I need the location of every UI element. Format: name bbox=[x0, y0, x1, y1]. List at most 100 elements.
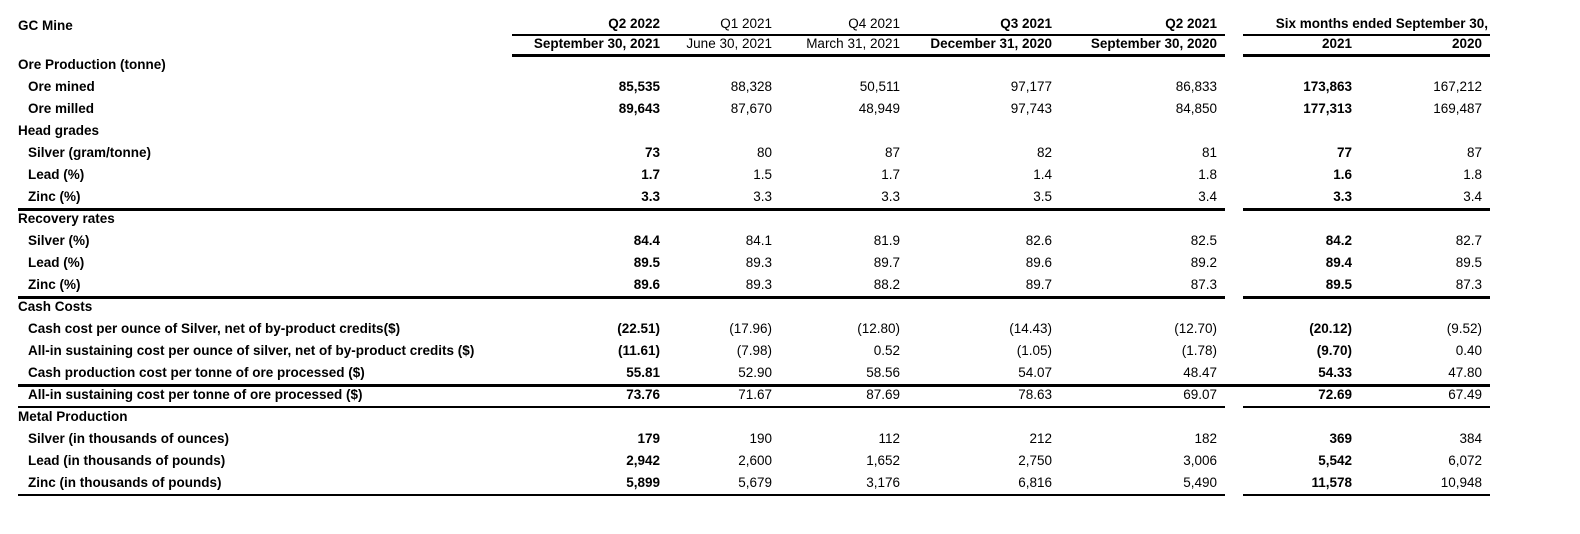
value-cell: 179 bbox=[637, 431, 660, 446]
value-cell: (17.96) bbox=[729, 321, 772, 336]
value-cell: 89.6 bbox=[1025, 255, 1052, 270]
row-label: Ore mined bbox=[28, 79, 95, 94]
row-label: Lead (in thousands of pounds) bbox=[28, 453, 226, 468]
data-row: Silver (in thousands of ounces) 179 190 112… bbox=[18, 428, 1490, 450]
data-row: Ore milled 89,643 87,670 48,949 97,743 84,850… bbox=[18, 98, 1490, 120]
value-cell: 97,743 bbox=[1010, 101, 1052, 116]
value-cell: 167,212 bbox=[1433, 79, 1482, 94]
value-cell: 112 bbox=[878, 431, 900, 446]
header-row-quarters: GC Mine Q2 2022 Q1 2021 Q4 2021 Q3 2021 … bbox=[18, 14, 1490, 36]
row-label: Silver (in thousands of ounces) bbox=[28, 431, 230, 446]
header-quarter-q2-2022: Q2 2022 bbox=[512, 14, 668, 36]
value-cell: 82 bbox=[1036, 145, 1052, 160]
value-cell: 73.76 bbox=[512, 384, 668, 408]
value-cell: 3.3 bbox=[780, 186, 908, 211]
section-label: Metal Production bbox=[18, 409, 128, 424]
section-label: Recovery rates bbox=[18, 211, 115, 226]
value-cell: 190 bbox=[749, 431, 772, 446]
value-cell: 69.07 bbox=[1060, 384, 1225, 408]
column-gap bbox=[1225, 384, 1243, 387]
value-cell: 1.7 bbox=[641, 167, 660, 182]
header-quarter-q3-2021: Q3 2021 bbox=[908, 14, 1060, 36]
value-cell: 54.07 bbox=[908, 362, 1060, 387]
header-quarter-q2-2021: Q2 2021 bbox=[1060, 14, 1225, 36]
section-row: Head grades bbox=[18, 120, 1490, 142]
value-cell: (9.52) bbox=[1446, 321, 1482, 336]
value-cell: 182 bbox=[1194, 431, 1217, 446]
value-cell: (11.61) bbox=[617, 343, 660, 358]
value-cell: 5,490 bbox=[1060, 472, 1225, 496]
value-cell: 1.5 bbox=[753, 167, 772, 182]
value-cell: 47.80 bbox=[1360, 362, 1490, 387]
value-cell: (14.43) bbox=[1009, 321, 1052, 336]
value-cell: 1.4 bbox=[1033, 167, 1052, 182]
value-cell: 173,863 bbox=[1303, 79, 1352, 94]
value-cell: 84.1 bbox=[745, 233, 772, 248]
value-cell: 48,949 bbox=[858, 101, 900, 116]
value-cell: 1.8 bbox=[1198, 167, 1217, 182]
value-cell: 2,942 bbox=[626, 453, 660, 468]
value-cell: 3.3 bbox=[668, 186, 780, 211]
header-quarter-q1-2021: Q1 2021 bbox=[668, 14, 780, 36]
value-cell: 2,750 bbox=[1018, 453, 1052, 468]
data-row: Zinc (in thousands of pounds) 5,899 5,679 3… bbox=[18, 472, 1490, 496]
value-cell: 87 bbox=[884, 145, 900, 160]
value-cell: 1.7 bbox=[881, 167, 900, 182]
value-cell: 89.3 bbox=[745, 255, 772, 270]
row-label: Lead (%) bbox=[28, 167, 85, 182]
section-row: Cash Costs bbox=[18, 296, 1490, 318]
value-cell: 87.3 bbox=[1360, 274, 1490, 299]
value-cell: (12.70) bbox=[1174, 321, 1217, 336]
value-cell: 84.4 bbox=[633, 233, 660, 248]
value-cell: 81 bbox=[1201, 145, 1217, 160]
value-cell: 84,850 bbox=[1175, 101, 1217, 116]
value-cell: 89.5 bbox=[1455, 255, 1482, 270]
table-title: GC Mine bbox=[18, 18, 73, 33]
value-cell: 86,833 bbox=[1175, 79, 1217, 94]
value-cell: 78.63 bbox=[908, 384, 1060, 408]
section-label: Ore Production (tonne) bbox=[18, 57, 166, 72]
value-cell: 80 bbox=[756, 145, 772, 160]
value-cell: 82.6 bbox=[1025, 233, 1052, 248]
row-label: Cash cost per ounce of Silver, net of by… bbox=[28, 321, 401, 336]
value-cell: 71.67 bbox=[668, 384, 780, 408]
value-cell: 89.7 bbox=[908, 274, 1060, 299]
row-label: Silver (gram/tonne) bbox=[28, 145, 152, 160]
value-cell: 97,177 bbox=[1010, 79, 1052, 94]
value-cell: 89.5 bbox=[633, 255, 660, 270]
value-cell: 177,313 bbox=[1303, 101, 1352, 116]
value-cell: 89.6 bbox=[512, 274, 668, 299]
value-cell: 3.4 bbox=[1360, 186, 1490, 211]
data-row: Silver (%) 84.4 84.1 81.9 82.6 82.5 84.2 82.7 bbox=[18, 230, 1490, 252]
row-label: Cash production cost per tonne of ore pr… bbox=[18, 362, 512, 387]
value-cell: 88.2 bbox=[780, 274, 908, 299]
value-cell: 5,899 bbox=[512, 472, 668, 496]
value-cell: 89.5 bbox=[1243, 274, 1360, 299]
value-cell: 0.40 bbox=[1455, 343, 1482, 358]
value-cell: 3,006 bbox=[1183, 453, 1217, 468]
value-cell: 0.52 bbox=[873, 343, 900, 358]
row-label: Lead (%) bbox=[28, 255, 85, 270]
row-label: Zinc (%) bbox=[18, 274, 512, 299]
value-cell: 67.49 bbox=[1360, 384, 1490, 408]
row-label: Ore milled bbox=[28, 101, 95, 116]
header-row-dates: September 30, 2021 June 30, 2021 March 3… bbox=[18, 34, 1490, 57]
header-date-dec-31-2020: December 31, 2020 bbox=[908, 34, 1060, 57]
value-cell: 5,542 bbox=[1318, 453, 1352, 468]
value-cell: 89.3 bbox=[668, 274, 780, 299]
data-row: Ore mined 85,535 88,328 50,511 97,177 86,833 1… bbox=[18, 76, 1490, 98]
value-cell: 169,487 bbox=[1433, 101, 1482, 116]
data-row: Lead (%) 1.7 1.5 1.7 1.4 1.8 1.6 1.8 bbox=[18, 164, 1490, 186]
value-cell: 88,328 bbox=[730, 79, 772, 94]
value-cell: (1.05) bbox=[1016, 343, 1052, 358]
header-quarter-q4-2021: Q4 2021 bbox=[780, 14, 908, 36]
value-cell: 89,643 bbox=[618, 101, 660, 116]
value-cell: 87.69 bbox=[780, 384, 908, 408]
value-cell: 55.81 bbox=[512, 362, 668, 387]
row-label: All-in sustaining cost per ounce of silv… bbox=[28, 343, 475, 358]
data-row: Lead (in thousands of pounds) 2,942 2,600 1… bbox=[18, 450, 1490, 472]
section-row: Metal Production bbox=[18, 406, 1490, 428]
data-row: Cash cost per ounce of Silver, net of by… bbox=[18, 318, 1490, 340]
value-cell: 50,511 bbox=[859, 79, 900, 94]
header-date-jun-30-2021: June 30, 2021 bbox=[668, 34, 780, 57]
